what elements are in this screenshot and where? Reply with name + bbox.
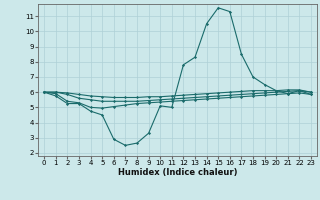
X-axis label: Humidex (Indice chaleur): Humidex (Indice chaleur) [118, 168, 237, 177]
